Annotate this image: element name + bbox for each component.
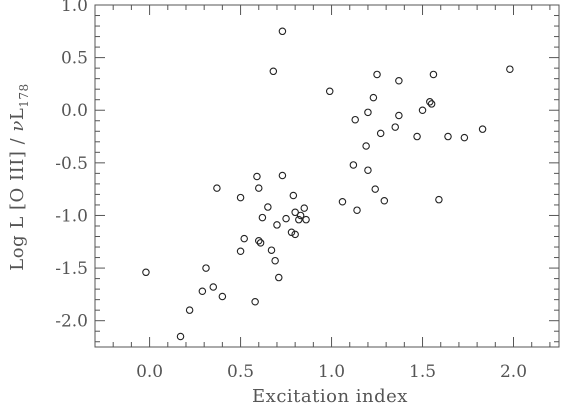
- data-points: [142, 27, 514, 341]
- x-tick-label: 1.0: [318, 362, 345, 382]
- data-point: [418, 106, 427, 114]
- data-point: [444, 132, 452, 141]
- data-point: [296, 211, 305, 220]
- data-point: [426, 98, 434, 106]
- y-tick-label: 1.0: [61, 0, 88, 16]
- y-tick-label: 0.5: [61, 49, 88, 69]
- y-axis-title-subscript: 178: [17, 83, 31, 107]
- x-tick-label: 1.5: [409, 362, 436, 382]
- data-point: [364, 108, 372, 117]
- data-point: [349, 161, 358, 169]
- data-point: [369, 93, 378, 102]
- y-tick-label: -0.5: [55, 154, 88, 174]
- data-point: [218, 292, 227, 301]
- data-point: [176, 332, 185, 341]
- data-point: [371, 185, 379, 193]
- data-point: [427, 100, 436, 108]
- data-point: [429, 70, 438, 79]
- y-tick-label: 0.0: [61, 101, 88, 121]
- data-point: [282, 214, 290, 223]
- data-point: [269, 67, 278, 76]
- x-axis-title: Excitation index: [252, 386, 408, 405]
- y-tick-labels: -2.0 -1.5 -1.0 -0.5 0.0 0.5 1.0: [55, 0, 88, 332]
- data-point: [255, 236, 263, 245]
- data-point: [275, 273, 283, 282]
- data-point: [478, 125, 487, 133]
- data-point: [373, 70, 381, 79]
- data-point: [267, 246, 276, 254]
- y-tick-label: -2.0: [55, 312, 88, 332]
- data-point: [364, 166, 372, 174]
- data-point: [435, 195, 443, 204]
- data-point: [240, 234, 248, 243]
- data-point: [213, 184, 221, 192]
- y-axis-title-prefix: Log L [O III] /: [7, 132, 28, 271]
- data-point: [251, 298, 259, 306]
- data-point: [506, 65, 514, 73]
- x-tick-label: 0.0: [136, 362, 163, 382]
- data-point: [278, 27, 287, 36]
- data-point: [256, 239, 265, 247]
- data-point: [236, 193, 245, 202]
- data-point: [295, 215, 303, 224]
- data-point: [391, 123, 399, 131]
- data-point: [395, 111, 403, 120]
- data-point: [351, 115, 359, 124]
- y-tick-label: -1.5: [55, 259, 88, 279]
- data-point: [209, 283, 218, 291]
- y-axis-title-l: L: [7, 108, 28, 120]
- data-point: [300, 204, 309, 212]
- data-point: [185, 306, 194, 314]
- data-point: [278, 171, 287, 180]
- data-point: [202, 264, 210, 272]
- plot-frame: [94, 4, 560, 348]
- axis-ticks: [94, 4, 559, 347]
- data-point: [287, 228, 296, 237]
- data-point: [291, 208, 299, 217]
- data-point: [302, 215, 310, 224]
- data-point: [273, 221, 281, 229]
- x-tick-labels: 0.0 0.5 1.0 1.5 2.0: [136, 362, 527, 382]
- data-point: [142, 268, 150, 277]
- data-point: [338, 198, 347, 206]
- data-point: [258, 213, 267, 222]
- x-tick-label: 0.5: [227, 362, 254, 382]
- data-point: [380, 196, 389, 205]
- x-tick-label: 2.0: [500, 362, 527, 382]
- data-point: [271, 256, 279, 265]
- data-point: [413, 132, 421, 141]
- data-point: [264, 203, 272, 211]
- y-axis-title-nu: ν: [7, 120, 28, 131]
- y-tick-label: -1.0: [55, 206, 88, 226]
- data-point: [289, 191, 298, 200]
- data-point: [353, 206, 361, 214]
- data-point: [253, 172, 261, 181]
- data-point: [291, 230, 299, 239]
- data-point: [395, 77, 403, 85]
- data-point: [236, 247, 245, 255]
- data-point: [362, 142, 370, 150]
- y-axis-title: Log L [O III] / νL178: [7, 83, 31, 270]
- data-point: [325, 87, 334, 96]
- data-point: [255, 184, 263, 192]
- data-point: [198, 287, 207, 295]
- data-point: [460, 133, 469, 142]
- data-point: [376, 129, 385, 138]
